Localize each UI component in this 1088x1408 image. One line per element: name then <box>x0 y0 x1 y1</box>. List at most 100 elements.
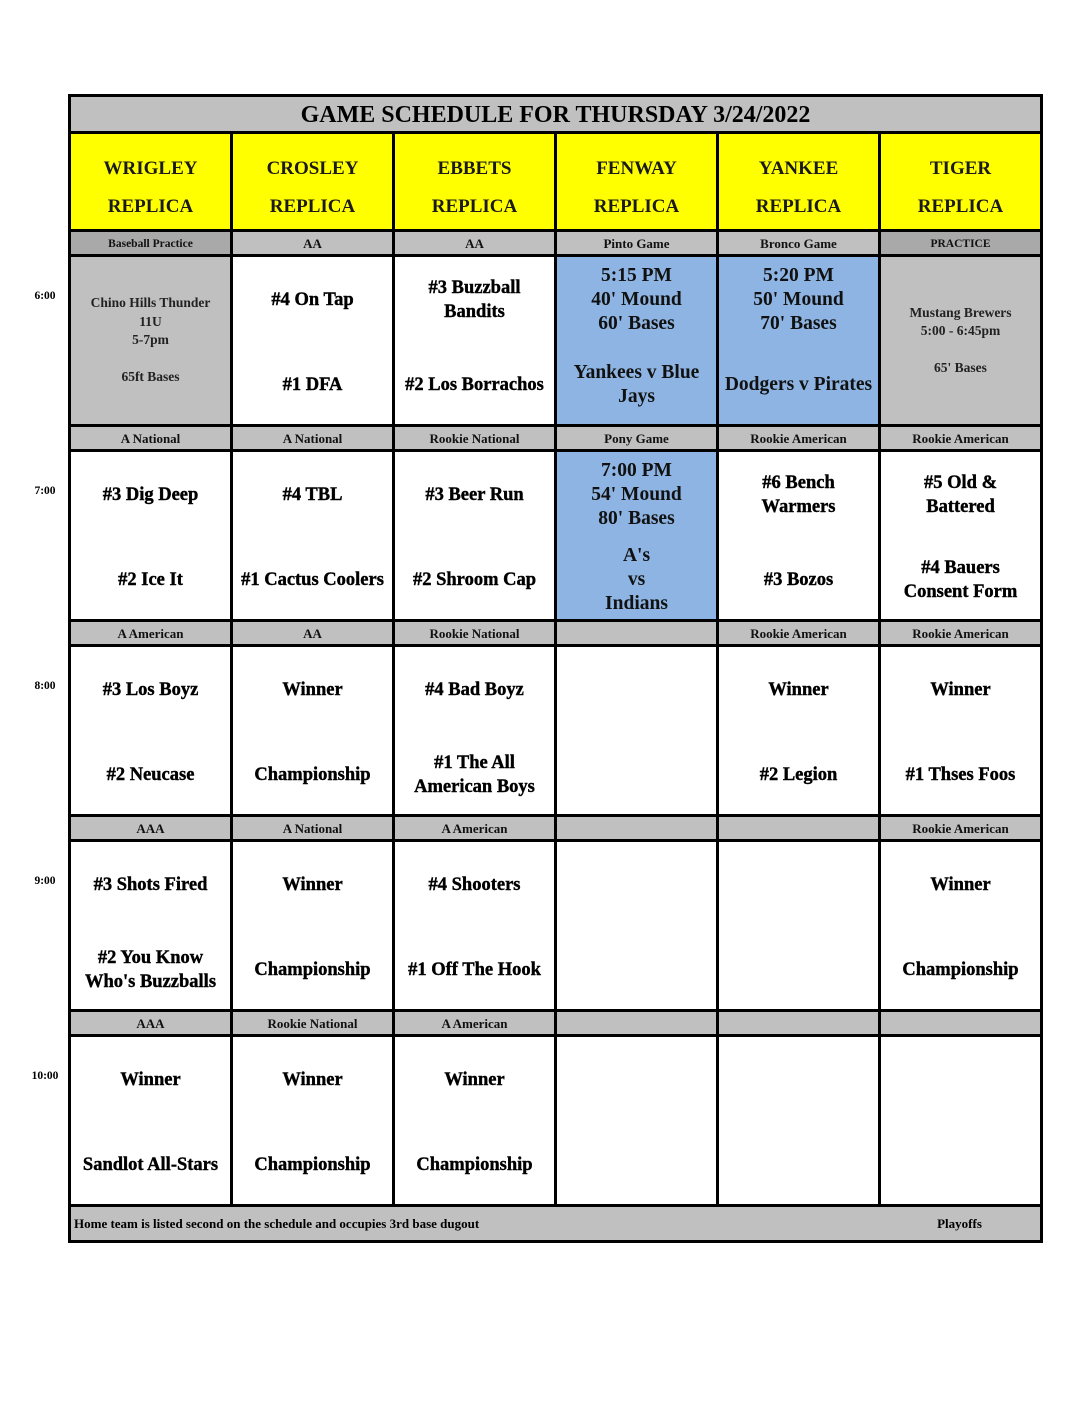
game-cell: Winner Championship <box>233 1037 392 1204</box>
away-team: 5:20 PM 50' Mound 70' Bases <box>719 257 878 343</box>
home-team: Championship <box>233 927 392 1013</box>
division-label <box>557 1009 716 1037</box>
away-team: 7:00 PM 54' Mound 80' Bases <box>557 452 716 538</box>
game-cell: #4 Shooters #1 Off The Hook <box>395 842 554 1009</box>
field-header: CROSLEY REPLICA <box>233 134 392 229</box>
team-line: Jays <box>618 386 655 407</box>
away-team: Winner <box>719 647 878 733</box>
team-line: Championship <box>254 1155 371 1175</box>
team-line: Winner <box>930 680 991 700</box>
team-line: #2 Los Borrachos <box>405 375 544 395</box>
home-team <box>557 732 716 818</box>
team-line: #5 Old & <box>924 473 997 493</box>
home-team: #2 Shroom Cap <box>395 537 554 623</box>
division-label: AAA <box>71 1009 230 1037</box>
home-team: #1 Off The Hook <box>395 927 554 1013</box>
team-line: Warmers <box>761 497 836 517</box>
team-line: #4 Bad Boyz <box>425 680 524 700</box>
field-header: TIGER REPLICA <box>881 134 1040 229</box>
home-team: Championship <box>881 927 1040 1013</box>
home-team: Championship <box>233 732 392 818</box>
team-line: #4 On Tap <box>271 290 354 310</box>
home-team: #2 You Know Who's Buzzballs <box>71 927 230 1013</box>
team-line: Dodgers v Pirates <box>724 374 873 395</box>
away-team <box>557 842 716 928</box>
team-line: Who's Buzzballs <box>84 972 217 992</box>
division-label: Rookie American <box>881 619 1040 647</box>
away-team: #4 Bad Boyz <box>395 647 554 733</box>
division-label: Rookie American <box>881 814 1040 842</box>
team-line: #3 Shots Fired <box>93 875 208 895</box>
empty-cell <box>557 1037 716 1204</box>
game-cell: #3 Los Boyz #2 Neucase <box>71 647 230 814</box>
team-line: 40' Mound <box>591 289 682 310</box>
team-line: #2 Ice It <box>118 570 183 590</box>
division-label: A National <box>233 814 392 842</box>
game-cell: Winner Championship <box>233 647 392 814</box>
division-label: AA <box>395 229 554 257</box>
division-label <box>881 1009 1040 1037</box>
team-line: Winner <box>768 680 829 700</box>
team-line: #1 Thses Foos <box>905 765 1016 785</box>
field-name-line: REPLICA <box>431 196 518 217</box>
time-slot-label: 10:00 <box>31 1070 59 1082</box>
game-cell: #3 Buzzball Bandits #2 Los Borrachos <box>395 257 554 424</box>
home-team: #2 Legion <box>719 732 878 818</box>
away-team: Winner <box>233 842 392 928</box>
division-label: Rookie American <box>719 619 878 647</box>
team-line: Consent Form <box>903 582 1018 602</box>
game-cell: #6 Bench Warmers #3 Bozos <box>719 452 878 619</box>
home-team: #1 The All American Boys <box>395 732 554 818</box>
empty-cell <box>719 842 878 1009</box>
home-team: Dodgers v Pirates <box>719 342 878 428</box>
home-team: #2 Los Borrachos <box>395 342 554 428</box>
division-label <box>719 1009 878 1037</box>
field-name-line: YANKEE <box>758 158 839 179</box>
game-cell: #4 On Tap #1 DFA <box>233 257 392 424</box>
away-team <box>557 1037 716 1123</box>
away-team <box>557 647 716 733</box>
division-label: AA <box>233 619 392 647</box>
field-name-line: REPLICA <box>107 196 194 217</box>
division-label: Baseball Practice <box>71 229 230 257</box>
field-name-line: TIGER <box>929 158 992 179</box>
team-line: 5:15 PM <box>601 265 672 286</box>
team-line: 80' Bases <box>598 508 675 529</box>
game-cell: #4 Bad Boyz #1 The All American Boys <box>395 647 554 814</box>
home-team: #2 Ice It <box>71 537 230 623</box>
team-line: #1 The All <box>434 753 515 773</box>
time-slot-label: 8:00 <box>34 680 56 692</box>
game-cell: Winner Championship <box>881 842 1040 1009</box>
time-slot-label: 6:00 <box>34 290 56 302</box>
away-team: #3 Dig Deep <box>71 452 230 538</box>
away-team <box>881 1037 1040 1123</box>
playoffs-label: Playoffs <box>937 1216 982 1231</box>
division-label: Rookie National <box>395 424 554 452</box>
home-team: #1 Cactus Coolers <box>233 537 392 623</box>
home-team: #1 DFA <box>233 342 392 428</box>
team-line: Indians <box>605 593 668 614</box>
division-label: Pinto Game <box>557 229 716 257</box>
team-line: Winner <box>282 1070 343 1090</box>
game-cell: Winner Championship <box>395 1037 554 1204</box>
empty-cell <box>881 1037 1040 1204</box>
away-team: #4 On Tap <box>233 257 392 343</box>
away-team <box>719 842 878 928</box>
home-team: #3 Bozos <box>719 537 878 623</box>
team-line: 60' Bases <box>598 313 675 334</box>
team-line: vs <box>627 569 646 590</box>
team-line: Championship <box>416 1155 533 1175</box>
schedule-title: GAME SCHEDULE FOR THURSDAY 3/24/2022 <box>71 97 1040 134</box>
division-label <box>719 814 878 842</box>
team-line: #3 Buzzball <box>428 278 521 298</box>
division-label: A National <box>233 424 392 452</box>
division-label: Rookie American <box>719 424 878 452</box>
empty-cell <box>557 842 716 1009</box>
away-team: #5 Old & Battered <box>881 452 1040 538</box>
home-team: #2 Neucase <box>71 732 230 818</box>
team-line: 7:00 PM <box>601 460 672 481</box>
practice-cell: Chino Hills Thunder 11U 5-7pm 65ft Bases <box>71 257 230 424</box>
team-line: Winner <box>282 680 343 700</box>
away-team: #6 Bench Warmers <box>719 452 878 538</box>
away-team: #4 Shooters <box>395 842 554 928</box>
